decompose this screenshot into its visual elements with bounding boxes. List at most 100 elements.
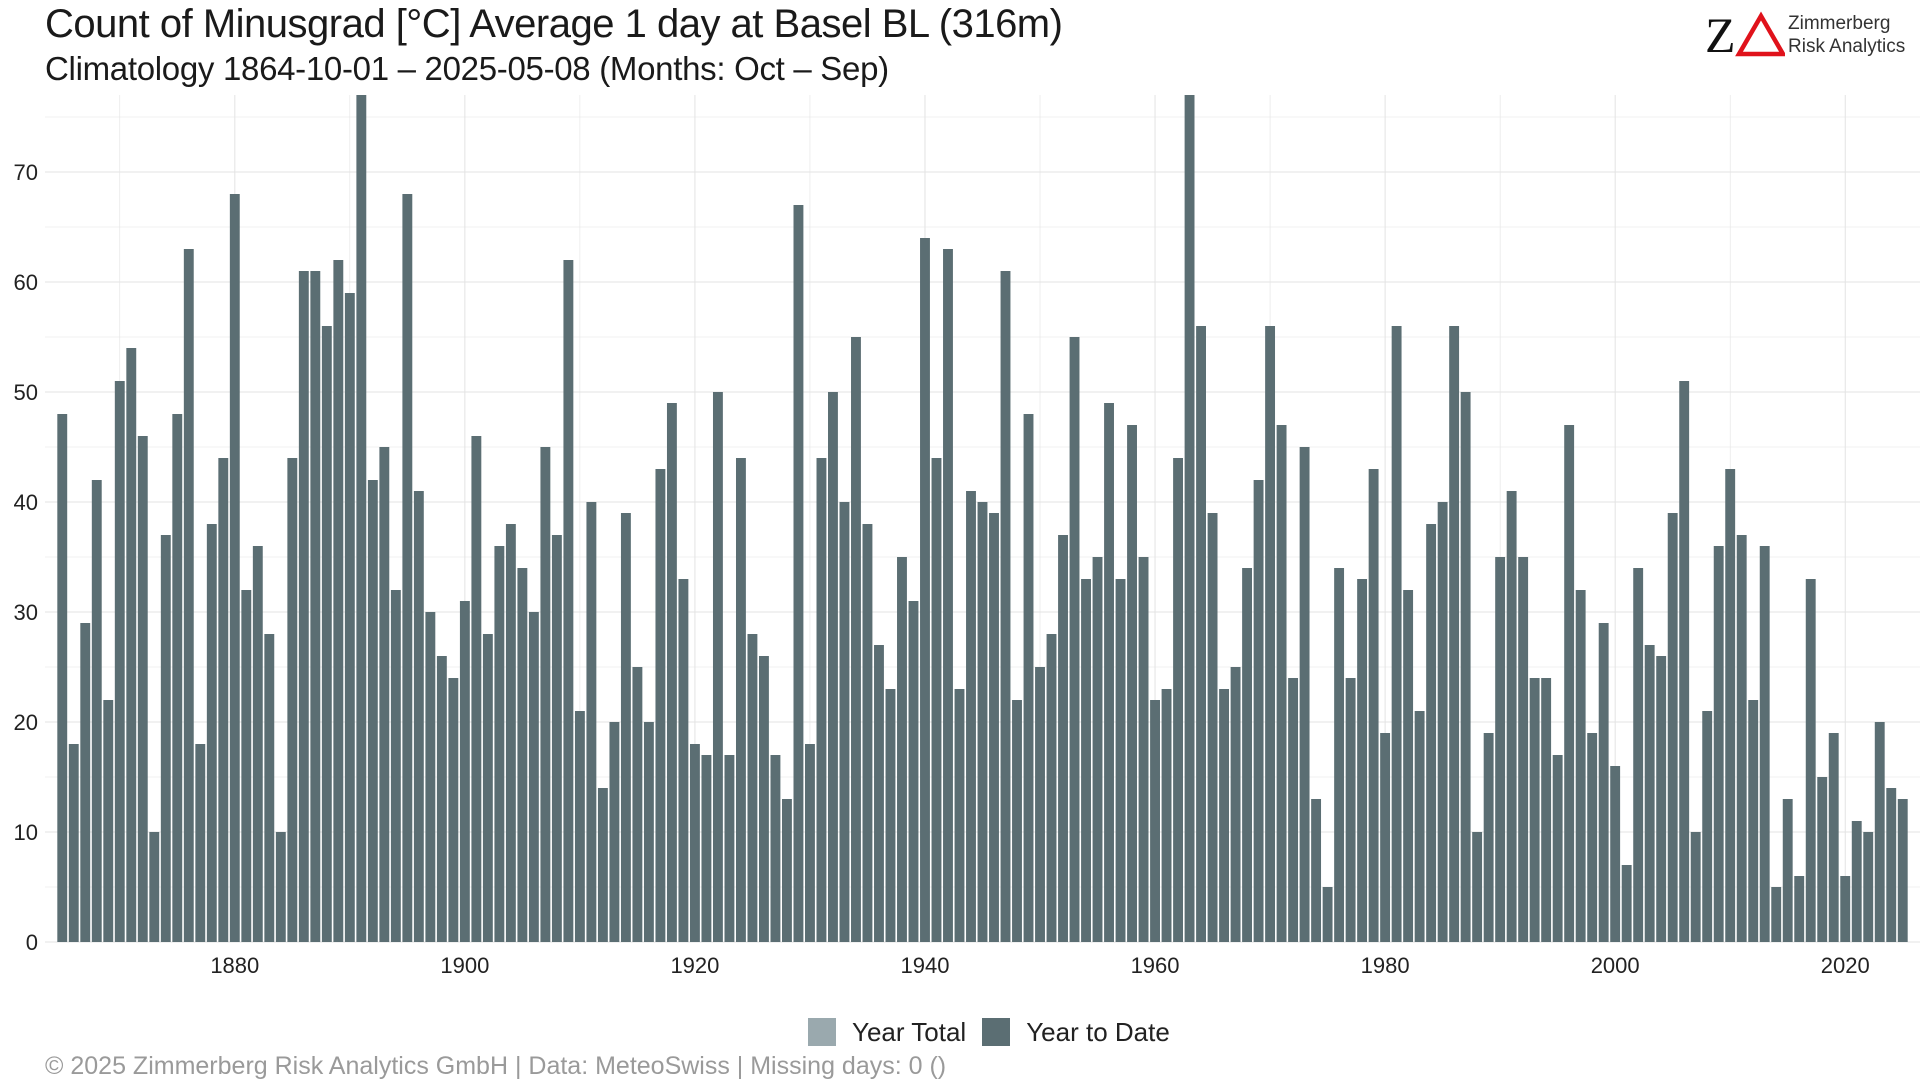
bar-chart: 0 10 20 30 40 50 60 70 1880 1900 1920 1940 1960 1980… bbox=[14, 95, 1920, 978]
logo-text-line1: Zimmerberg bbox=[1788, 13, 1891, 34]
bar-1869 bbox=[103, 700, 114, 942]
x-tick-label: 1880 bbox=[210, 953, 259, 978]
bar-1899 bbox=[448, 678, 459, 942]
bar-1951 bbox=[1046, 634, 1057, 942]
bar-1938 bbox=[897, 557, 907, 942]
bar-1903 bbox=[494, 546, 505, 942]
bar-1926 bbox=[759, 656, 769, 942]
bar-1991 bbox=[1506, 491, 1517, 942]
bar-1944 bbox=[966, 491, 976, 942]
bar-1975 bbox=[1322, 887, 1333, 942]
bar-1908 bbox=[551, 535, 562, 942]
bar-1907 bbox=[540, 447, 551, 942]
bar-1980 bbox=[1380, 733, 1391, 942]
bar-2015 bbox=[1782, 799, 1793, 942]
logo-text-line2: Risk Analytics bbox=[1788, 36, 1906, 57]
bar-1902 bbox=[482, 634, 493, 942]
x-tick-label: 1960 bbox=[1131, 953, 1180, 978]
bar-1983 bbox=[1414, 711, 1425, 942]
bar-1994 bbox=[1541, 678, 1552, 942]
bar-1943 bbox=[954, 689, 965, 942]
bar-1977 bbox=[1345, 678, 1356, 942]
bar-1876 bbox=[183, 249, 194, 942]
bar-2012 bbox=[1748, 700, 1759, 942]
bar-1880 bbox=[229, 194, 240, 942]
bar-2002 bbox=[1633, 568, 1644, 942]
footer-credits: © 2025 Zimmerberg Risk Analytics GmbH | … bbox=[45, 1052, 947, 1080]
bar-1932 bbox=[828, 392, 838, 942]
bar-2023 bbox=[1874, 722, 1885, 942]
bar-1941 bbox=[931, 458, 942, 942]
bar-1969 bbox=[1253, 480, 1264, 942]
bar-2020 bbox=[1840, 876, 1851, 942]
bar-1925 bbox=[747, 634, 758, 942]
bar-1958 bbox=[1127, 425, 1137, 942]
bar-1950 bbox=[1035, 667, 1045, 942]
bar-1988 bbox=[1472, 832, 1483, 942]
bar-2019 bbox=[1828, 733, 1839, 942]
bar-1987 bbox=[1460, 392, 1471, 942]
bar-1867 bbox=[80, 623, 91, 942]
bar-1884 bbox=[275, 832, 286, 942]
bar-2005 bbox=[1667, 513, 1678, 942]
bar-1889 bbox=[333, 260, 344, 942]
bar-2013 bbox=[1759, 546, 1770, 942]
bar-1865 bbox=[57, 414, 68, 942]
bar-1922 bbox=[712, 392, 723, 942]
bar-2017 bbox=[1805, 579, 1816, 942]
bar-1885 bbox=[287, 458, 298, 942]
bar-1984 bbox=[1426, 524, 1437, 942]
bar-1976 bbox=[1334, 568, 1345, 942]
bar-1911 bbox=[586, 502, 597, 942]
bar-1905 bbox=[517, 568, 528, 942]
bar-1886 bbox=[298, 271, 309, 942]
bar-1974 bbox=[1311, 799, 1322, 942]
bar-1989 bbox=[1483, 733, 1494, 942]
bar-1936 bbox=[874, 645, 884, 942]
bar-1982 bbox=[1403, 590, 1414, 942]
bar-1874 bbox=[160, 535, 171, 942]
bar-1919 bbox=[678, 579, 689, 942]
bar-1921 bbox=[701, 755, 712, 942]
bar-1924 bbox=[735, 458, 746, 942]
bar-1898 bbox=[436, 656, 447, 942]
x-tick-label: 1900 bbox=[440, 953, 489, 978]
y-tick-label: 0 bbox=[26, 930, 38, 955]
bar-1962 bbox=[1173, 458, 1183, 942]
bar-1973 bbox=[1299, 447, 1310, 942]
bar-1937 bbox=[885, 689, 896, 942]
bar-1888 bbox=[321, 326, 332, 942]
x-tick-label: 1980 bbox=[1361, 953, 1410, 978]
bar-1946 bbox=[989, 513, 999, 942]
bar-1979 bbox=[1368, 469, 1379, 942]
bar-1878 bbox=[206, 524, 217, 942]
bar-1927 bbox=[770, 755, 781, 942]
chart-subtitle: Climatology 1864-10-01 – 2025-05-08 (Mon… bbox=[45, 50, 889, 87]
bar-1918 bbox=[666, 403, 677, 942]
bar-2018 bbox=[1817, 777, 1828, 942]
bar-1914 bbox=[620, 513, 631, 942]
bar-1917 bbox=[655, 469, 666, 942]
bar-1887 bbox=[310, 271, 321, 942]
bar-1923 bbox=[724, 755, 735, 942]
bar-1893 bbox=[379, 447, 390, 942]
bar-1883 bbox=[264, 634, 275, 942]
bar-1965 bbox=[1207, 513, 1218, 942]
bar-1913 bbox=[609, 722, 620, 942]
bar-1875 bbox=[172, 414, 183, 942]
y-tick-label: 50 bbox=[14, 380, 38, 405]
bar-1963 bbox=[1184, 95, 1195, 942]
bar-1952 bbox=[1058, 535, 1068, 942]
bar-1881 bbox=[241, 590, 252, 942]
bar-1871 bbox=[126, 348, 137, 942]
bar-1870 bbox=[114, 381, 125, 942]
bar-1990 bbox=[1495, 557, 1506, 942]
bar-1931 bbox=[816, 458, 827, 942]
bar-1910 bbox=[574, 711, 585, 942]
y-tick-label: 60 bbox=[14, 270, 38, 295]
bar-1981 bbox=[1391, 326, 1402, 942]
y-tick-label: 30 bbox=[14, 600, 38, 625]
bar-1956 bbox=[1104, 403, 1114, 942]
bar-1895 bbox=[402, 194, 413, 942]
bar-1900 bbox=[459, 601, 470, 942]
